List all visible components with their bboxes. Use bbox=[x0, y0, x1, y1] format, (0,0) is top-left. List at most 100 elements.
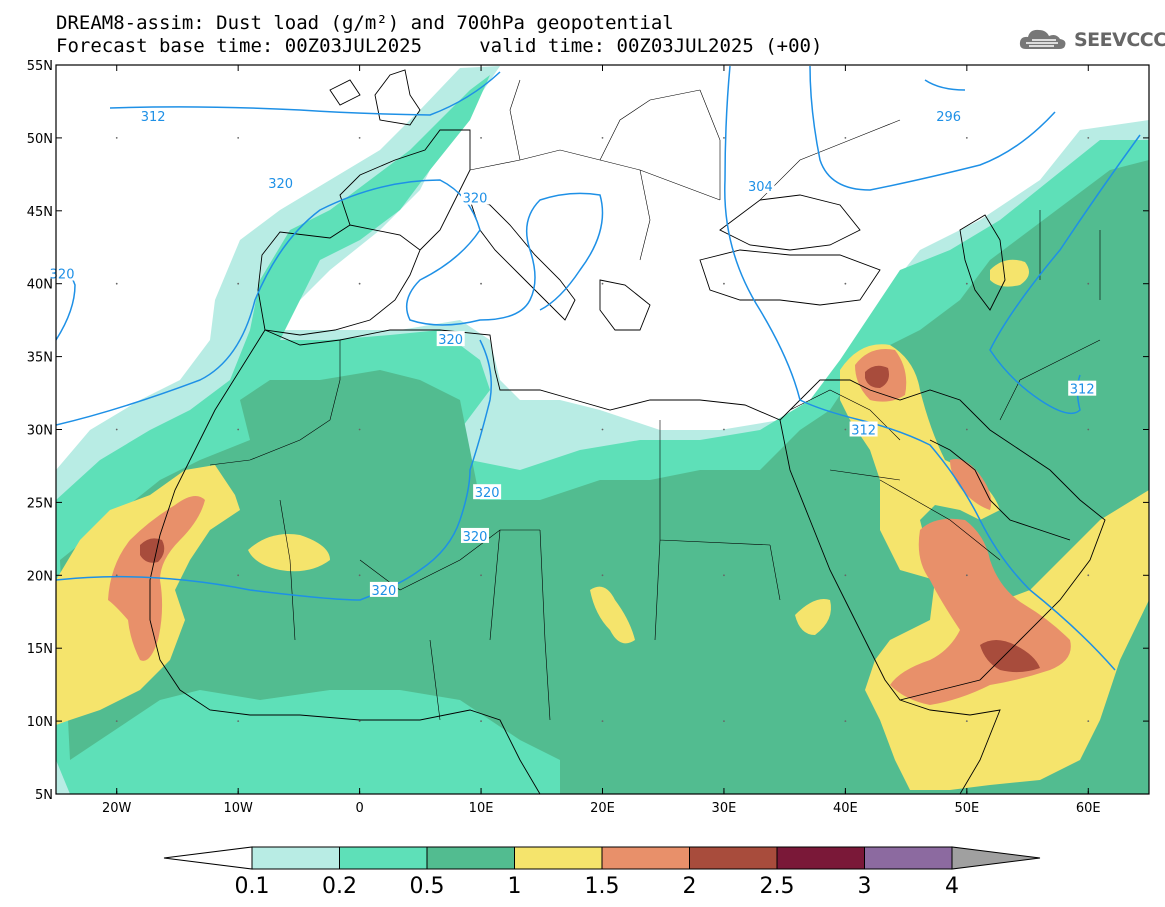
borders-mideast bbox=[789, 210, 1101, 561]
lat-tick-label: 30N bbox=[27, 424, 53, 439]
graticule-dot bbox=[237, 574, 240, 577]
coast-blacksea bbox=[719, 194, 861, 251]
contour-label-text: 312 bbox=[1070, 383, 1095, 398]
lon-tick-label: 10W bbox=[223, 801, 253, 816]
graticule-dot bbox=[965, 282, 968, 285]
colorbar-segment bbox=[776, 846, 865, 870]
graticule-dot bbox=[1087, 428, 1090, 431]
colorbar-tick-label: 0.1 bbox=[235, 874, 270, 899]
contour-312-east bbox=[724, 65, 1116, 671]
graticule-dot bbox=[1087, 574, 1090, 577]
graticule-dot bbox=[965, 720, 968, 722]
graticule-dot bbox=[723, 282, 725, 285]
graticule-dot bbox=[965, 574, 968, 577]
contour-label-text: 320 bbox=[438, 333, 463, 348]
contour-312-north bbox=[109, 71, 501, 116]
contour-label: 320 bbox=[460, 527, 489, 545]
contour-label: 312 bbox=[1068, 380, 1097, 398]
figure-title-line2: Forecast base time: 00Z03JUL2025 valid t… bbox=[56, 35, 823, 57]
coast-gulf bbox=[929, 439, 1071, 541]
lon-tick-label: 10E bbox=[469, 801, 494, 816]
lat-tick-label: 5N bbox=[35, 788, 53, 803]
coast-anatolia bbox=[699, 249, 881, 306]
coast-westafrica bbox=[149, 329, 541, 794]
lat-tick-label: 20N bbox=[27, 569, 53, 584]
colorbar-tick-label: 2.5 bbox=[760, 874, 795, 899]
graticule-dot bbox=[480, 137, 482, 139]
graticule-dot bbox=[358, 428, 361, 431]
graticule-dot bbox=[237, 137, 240, 139]
colorbar-segment bbox=[426, 846, 515, 870]
dust-band-1.5-gulf bbox=[950, 459, 992, 510]
lat-tick-label: 45N bbox=[27, 205, 53, 220]
lon-tick-label: 30E bbox=[712, 801, 737, 816]
colorbar-tick-label: 3 bbox=[858, 874, 872, 899]
graticule-dot bbox=[965, 137, 968, 139]
lat-tick-label: 35N bbox=[27, 351, 53, 366]
dust-band-2.0-arabia bbox=[980, 640, 1040, 673]
coast-nafrica bbox=[264, 329, 781, 421]
graticule-dot bbox=[115, 574, 118, 577]
colorbar-over-arrow bbox=[951, 846, 1041, 870]
coast-italy bbox=[469, 199, 576, 321]
lon-tick-label: 50E bbox=[954, 801, 979, 816]
coast-france bbox=[339, 129, 471, 251]
lat-tick-label: 10N bbox=[27, 715, 53, 730]
coast-redsea bbox=[779, 379, 1106, 701]
coast-hornafrica bbox=[899, 699, 1001, 794]
colorbar-tick-label: 4 bbox=[945, 874, 959, 899]
lon-tick-label: 60E bbox=[1076, 801, 1101, 816]
colorbar-segment bbox=[339, 846, 428, 870]
contour-label-text: 320 bbox=[268, 177, 293, 192]
contour-label: 320 bbox=[460, 189, 489, 207]
contour-label-text: 312 bbox=[851, 424, 876, 439]
lat-tick-label: 15N bbox=[27, 642, 53, 657]
colorbar-segment bbox=[689, 846, 778, 870]
contour-320-south bbox=[56, 339, 492, 601]
coast-iberia bbox=[257, 224, 421, 336]
contour-304 bbox=[809, 65, 1056, 191]
borders-europe bbox=[469, 79, 901, 261]
graticule-dot bbox=[601, 574, 604, 577]
colorbar-segment bbox=[864, 846, 953, 870]
graticule-dot bbox=[358, 720, 361, 722]
graticule-dot bbox=[358, 137, 361, 139]
lon-tick-label: 20E bbox=[590, 801, 615, 816]
coast-britain bbox=[329, 69, 421, 126]
lon-tick-label: 40E bbox=[833, 801, 858, 816]
dust-band-0.5 bbox=[60, 160, 1149, 794]
contour-label-text: 312 bbox=[141, 110, 166, 125]
contour-label: 320 bbox=[266, 175, 295, 192]
graticule-dot bbox=[844, 574, 847, 577]
contour-label: 320 bbox=[473, 484, 502, 501]
colorbar-tick-label: 0.2 bbox=[322, 874, 357, 899]
colorbar-tick-label: 2 bbox=[683, 874, 697, 899]
colorbar-tick-label: 0.5 bbox=[410, 874, 445, 899]
graticule-dot bbox=[115, 282, 118, 285]
colorbar-tick-label: 1 bbox=[508, 874, 522, 899]
graticule-dot bbox=[723, 574, 725, 577]
graticule-dot bbox=[1087, 282, 1090, 285]
dust-band-2.0-mesopotamia bbox=[865, 365, 889, 388]
graticule-dot bbox=[844, 137, 847, 139]
contour-312-far-east bbox=[989, 134, 1141, 415]
graticule-dot bbox=[965, 428, 968, 431]
graticule-dot bbox=[480, 574, 482, 577]
graticule-dot bbox=[1087, 720, 1090, 722]
contour-label-text: 320 bbox=[463, 530, 488, 545]
contour-label: 320 bbox=[436, 331, 465, 348]
contour-label: 312 bbox=[849, 421, 878, 439]
contour-label: 304 bbox=[746, 178, 775, 195]
lon-tick-label: 0 bbox=[355, 801, 363, 816]
contour-label-layer: 312 296 320 320 304 320 320 312 312 320 320 320 bbox=[48, 108, 1097, 599]
borders bbox=[209, 79, 1101, 721]
dust-field bbox=[56, 66, 1149, 794]
graticule-dot bbox=[237, 720, 240, 722]
graticule-dot bbox=[601, 720, 604, 722]
colorbar-tick-label: 1.5 bbox=[585, 874, 620, 899]
graticule-dot bbox=[601, 137, 604, 139]
lat-tick-label: 50N bbox=[27, 132, 53, 147]
graticule-dot bbox=[1087, 137, 1090, 139]
coast-greece bbox=[599, 279, 651, 331]
